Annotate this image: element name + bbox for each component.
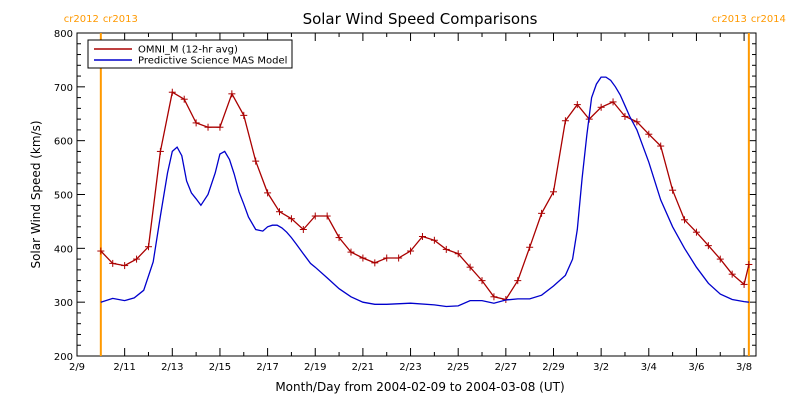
y-tick-label: 500 <box>54 191 73 202</box>
data-point <box>442 245 450 253</box>
legend-entry: Predictive Science MAS Model <box>138 56 287 67</box>
y-tick-label: 600 <box>54 137 73 148</box>
x-tick-label: 2/11 <box>113 362 135 373</box>
x-tick-label: 3/8 <box>736 362 752 373</box>
data-point <box>538 209 546 217</box>
data-point <box>669 186 677 194</box>
x-tick-label: 2/25 <box>447 362 469 373</box>
carrington-label-left: cr2012 <box>64 14 99 25</box>
data-point <box>192 119 200 127</box>
y-tick-label: 700 <box>54 83 73 94</box>
x-tick-label: 2/13 <box>161 362 183 373</box>
data-point <box>645 130 653 138</box>
data-point <box>121 262 129 270</box>
x-tick-label: 3/4 <box>641 362 657 373</box>
legend-entry: OMNI_M (12-hr avg) <box>138 45 238 56</box>
data-point <box>287 215 295 223</box>
data-point <box>561 117 569 125</box>
series-line-1 <box>100 76 749 308</box>
x-axis: 2/9 2/11 2/13 2/15 2/17 2/19 2/21 2/23 2/25 2/27 2… <box>69 33 752 373</box>
data-point <box>466 263 474 271</box>
data-point <box>144 243 152 251</box>
data-point <box>240 111 248 119</box>
data-point <box>716 255 724 263</box>
data-point <box>728 270 736 278</box>
data-point <box>264 189 272 197</box>
data-point <box>704 242 712 250</box>
data-point <box>335 234 343 242</box>
y-axis: 200 300 400 500 600 700 800 <box>54 29 756 363</box>
data-point <box>490 293 498 301</box>
data-point <box>383 254 391 262</box>
y-tick-label: 200 <box>54 352 73 363</box>
series-layer <box>97 76 753 308</box>
x-tick-label: 2/23 <box>399 362 421 373</box>
y-axis-title: Solar Wind Speed (km/s) <box>29 120 43 268</box>
data-point <box>745 260 753 268</box>
data-point <box>621 112 629 120</box>
carrington-label-right: cr2013 <box>103 14 138 25</box>
data-point <box>252 157 260 165</box>
carrington-label-right: cr2014 <box>751 14 786 25</box>
data-point <box>681 216 689 224</box>
data-point <box>478 277 486 285</box>
x-tick-label: 2/29 <box>542 362 564 373</box>
y-tick-label: 400 <box>54 244 73 255</box>
data-point <box>692 228 700 236</box>
y-tick-label: 300 <box>54 298 73 309</box>
data-point <box>133 255 141 263</box>
data-point <box>573 101 581 109</box>
data-point <box>514 277 522 285</box>
data-point <box>109 259 117 267</box>
data-point <box>597 103 605 111</box>
x-tick-label: 2/9 <box>69 362 85 373</box>
x-tick-label: 3/6 <box>688 362 704 373</box>
data-point <box>526 243 534 251</box>
plot-frame <box>76 32 757 357</box>
x-axis-title: Month/Day from 2004-02-09 to 2004-03-08 … <box>275 380 564 394</box>
data-point <box>311 212 319 220</box>
data-point <box>633 118 641 126</box>
data-point <box>323 212 331 220</box>
data-point <box>299 225 307 233</box>
data-point <box>228 90 236 98</box>
data-point <box>430 236 438 244</box>
chart-title: Solar Wind Speed Comparisons <box>303 10 538 28</box>
data-point <box>359 254 367 262</box>
x-tick-label: 3/2 <box>593 362 609 373</box>
x-tick-label: 2/15 <box>209 362 231 373</box>
legend: OMNI_M (12-hr avg)Predictive Science MAS… <box>87 39 293 69</box>
data-point <box>180 95 188 103</box>
data-point <box>156 147 164 155</box>
legend-box <box>87 39 293 69</box>
x-tick-label: 2/19 <box>304 362 326 373</box>
data-point <box>97 247 105 255</box>
data-point <box>395 254 403 262</box>
data-point <box>609 98 617 106</box>
data-point <box>347 248 355 256</box>
x-tick-label: 2/17 <box>256 362 278 373</box>
data-point <box>549 188 557 196</box>
data-point <box>371 259 379 267</box>
x-tick-label: 2/21 <box>352 362 374 373</box>
data-point <box>740 280 748 288</box>
data-point <box>454 250 462 258</box>
data-point <box>407 247 415 255</box>
data-point <box>168 88 176 96</box>
x-tick-label: 2/27 <box>495 362 517 373</box>
data-point <box>418 232 426 240</box>
y-tick-label: 800 <box>54 29 73 40</box>
data-point <box>204 123 212 131</box>
data-point <box>216 123 224 131</box>
data-point <box>657 142 665 150</box>
carrington-label-left: cr2013 <box>712 14 747 25</box>
data-point <box>276 208 284 216</box>
